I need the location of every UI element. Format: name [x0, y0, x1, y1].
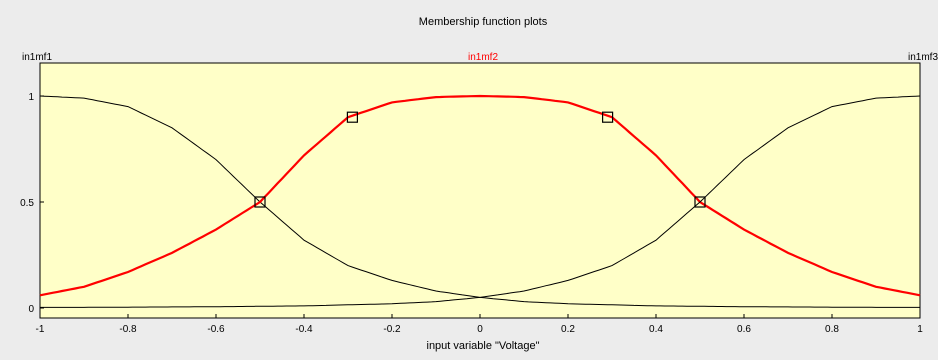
x-tick-label: 0.8 — [825, 324, 839, 335]
x-tick-label: 0 — [477, 324, 483, 335]
series-label-in1mf1[interactable]: in1mf1 — [22, 52, 52, 63]
x-tick-label: -0.4 — [295, 324, 313, 335]
x-tick-label: 1 — [917, 324, 923, 335]
y-tick-label: 0 — [28, 304, 34, 315]
x-tick-label: 0.2 — [561, 324, 575, 335]
mf-handle[interactable] — [254, 196, 266, 208]
plot-area[interactable] — [39, 62, 921, 319]
x-axis-label: input variable "Voltage" — [427, 340, 540, 352]
y-tick-label: 1 — [28, 92, 34, 103]
series-label-in1mf3[interactable]: in1mf3 — [908, 52, 938, 63]
plot-title: Membership function plots — [419, 16, 548, 28]
x-tick-label: -0.6 — [207, 324, 225, 335]
mf-handle[interactable] — [694, 196, 706, 208]
series-label-in1mf2[interactable]: in1mf2 — [468, 52, 498, 63]
x-tick-label: -0.8 — [119, 324, 137, 335]
x-tick-label: 0.4 — [649, 324, 663, 335]
x-tick-label: 0.6 — [737, 324, 751, 335]
series-line-in1mf2[interactable] — [39, 94, 921, 297]
x-tick-label: -1 — [36, 324, 45, 335]
mf-handle[interactable] — [601, 111, 614, 123]
x-tick-label: -0.2 — [383, 324, 401, 335]
mf-handle[interactable] — [346, 111, 358, 123]
y-tick-label: 0.5 — [20, 198, 34, 209]
series-line-in1mf3[interactable] — [40, 95, 921, 308]
